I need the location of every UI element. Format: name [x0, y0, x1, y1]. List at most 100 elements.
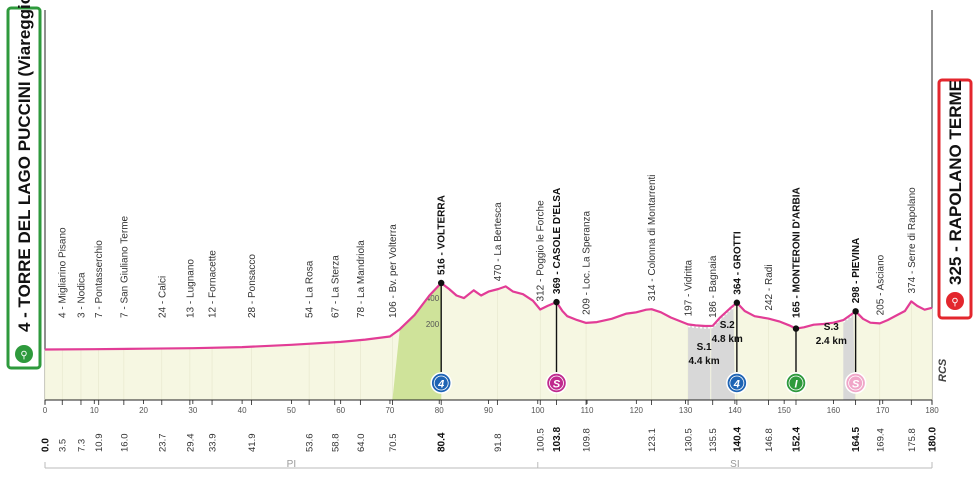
km-scale-label: 30 [188, 406, 197, 415]
climb-category-text: 4 [437, 379, 444, 391]
start-label: 4 - TORRE DEL LAGO PUCCINI (Viareggio) [15, 0, 34, 332]
waypoint-km-label: 58.8 [330, 434, 341, 453]
waypoint-km-label: 0.0 [41, 438, 52, 452]
province-label: SI [730, 459, 739, 470]
km-scale-label: 40 [238, 406, 247, 415]
km-scale-label: 140 [728, 406, 742, 415]
climb-badge-ring [848, 375, 864, 391]
gravel-sector-length: 4.8 km [712, 334, 743, 345]
gravel-sector-length: 2.4 km [816, 336, 847, 347]
waypoint-label: 24 - Calci [157, 276, 168, 318]
waypoint-label: 12 - Fornacette [208, 250, 219, 318]
waypoint-km-label: 152.4 [791, 427, 802, 452]
waypoint-km-label: 109.8 [582, 428, 593, 452]
climb-category-text: S [852, 379, 860, 391]
gravel-sector-length: 4.4 km [689, 356, 720, 367]
km-scale-label: 90 [484, 406, 493, 415]
waypoint-label: 67 - La Sterza [330, 255, 341, 318]
waypoint-label: 7 - Pontasserchio [94, 240, 105, 318]
waypoint-label: 364 - GROTTI [732, 231, 743, 295]
finish-bike-icon [946, 292, 964, 310]
km-scale-label: 120 [630, 406, 644, 415]
profile-line [44, 281, 933, 351]
waypoint-km-label: 146.8 [764, 428, 775, 452]
waypoint-label: 369 - CASOLE D'ELSA [552, 188, 563, 294]
waypoint-km-label: 70.5 [388, 434, 399, 453]
waypoint-km-label: 3.5 [58, 439, 69, 452]
climb-summit-dot [437, 279, 445, 287]
gravel-sector-area [688, 324, 711, 400]
km-scale-label: 150 [777, 406, 791, 415]
waypoint-label: 106 - Bv. per Volterra [388, 224, 399, 318]
waypoint-label: 209 - Loc. La Speranza [582, 210, 593, 314]
start-bike-icon [15, 345, 33, 363]
climb-category-text: S [553, 379, 561, 391]
waypoint-label: 28 - Ponsacco [247, 254, 258, 318]
km-scale-label: 130 [679, 406, 693, 415]
waypoint-label: 470 - La Bertesca [493, 202, 504, 281]
waypoint-km-label: 7.3 [76, 439, 87, 452]
km-scale-label: 60 [336, 406, 345, 415]
climb-badge-ring [549, 375, 564, 391]
waypoint-km-label: 91.8 [493, 434, 504, 453]
finish-bike-icon-glyph: ⚲ [951, 297, 958, 308]
km-scale-label: 160 [827, 406, 841, 415]
waypoint-km-label: 29.4 [185, 434, 196, 453]
gravel-sector-hatch [842, 314, 854, 323]
waypoint-label: 7 - San Giuliano Terme [119, 215, 130, 318]
waypoint-label: 374 - Serre di Rapolano [907, 187, 918, 294]
waypoint-km-label: 123.1 [647, 428, 658, 452]
elevation-tick-label: 200 [426, 320, 440, 329]
waypoint-km-label: 10.9 [94, 434, 105, 453]
waypoint-label: 165 - MONTERONI D'ARBIA [791, 187, 802, 318]
climb-summit-dot [553, 298, 560, 306]
gravel-sector-hatch [710, 307, 734, 329]
waypoint-km-label: 64.0 [356, 434, 367, 453]
climb-summit-dot [852, 308, 859, 315]
waypoint-km-label: 180.0 [928, 427, 939, 452]
waypoint-km-label: 164.5 [851, 427, 862, 452]
waypoint-km-label: 53.6 [305, 434, 316, 453]
km-scale-label: 0 [43, 406, 48, 415]
waypoint-label: 78 - La Mandriola [356, 240, 367, 318]
km-scale-label: 170 [876, 406, 890, 415]
waypoint-km-label: 169.4 [875, 428, 886, 452]
waypoint-label: 186 - Bagnaia [708, 255, 719, 318]
waypoint-label: 3 - Nodica [76, 272, 87, 318]
waypoint-label: 242 - Radi [764, 264, 775, 310]
waypoint-km-label: 103.8 [552, 427, 563, 452]
km-scale-label: 110 [581, 406, 594, 415]
waypoint-label: 197 - Vidritta [684, 259, 695, 316]
waypoint-label: 314 - Colonna di Montarrenti [647, 174, 658, 301]
climb-category-text: I [794, 379, 798, 391]
km-scale-label: 70 [385, 406, 394, 415]
gravel-sector-name: S.3 [824, 322, 839, 333]
km-scale-label: 100 [531, 406, 545, 415]
waypoint-km-label: 175.8 [907, 428, 918, 452]
climb-area [392, 283, 442, 400]
waypoint-label: 4 - Migliarino Pisano [58, 227, 69, 318]
km-scale-label: 80 [435, 406, 444, 415]
waypoint-km-label: 80.4 [437, 432, 448, 452]
climb-badge-ring [788, 375, 804, 391]
waypoint-label: 312 - Poggio le Forche [536, 200, 547, 302]
waypoint-km-label: 41.9 [247, 434, 258, 453]
waypoint-label: 13 - Lugnano [185, 259, 196, 318]
waypoint-label: 298 - PIEVINA [851, 238, 862, 304]
waypoint-km-label: 23.7 [157, 434, 168, 453]
climb-badge-ring [433, 375, 449, 391]
gravel-sector-name: S.2 [720, 320, 735, 331]
finish-banner [937, 78, 973, 320]
km-scale-label: 10 [90, 406, 99, 415]
waypoint-km-label: 130.5 [684, 428, 695, 452]
waypoint-km-label: 16.0 [119, 434, 130, 453]
climb-summit-dot [733, 299, 741, 306]
waypoint-label: 516 - VOLTERRA [437, 195, 448, 275]
province-label: PI [287, 459, 296, 470]
climb-category-text: 4 [733, 379, 740, 391]
start-banner [6, 6, 42, 370]
waypoint-km-label: 135.5 [708, 428, 719, 452]
km-scale-label: 180 [925, 406, 939, 415]
